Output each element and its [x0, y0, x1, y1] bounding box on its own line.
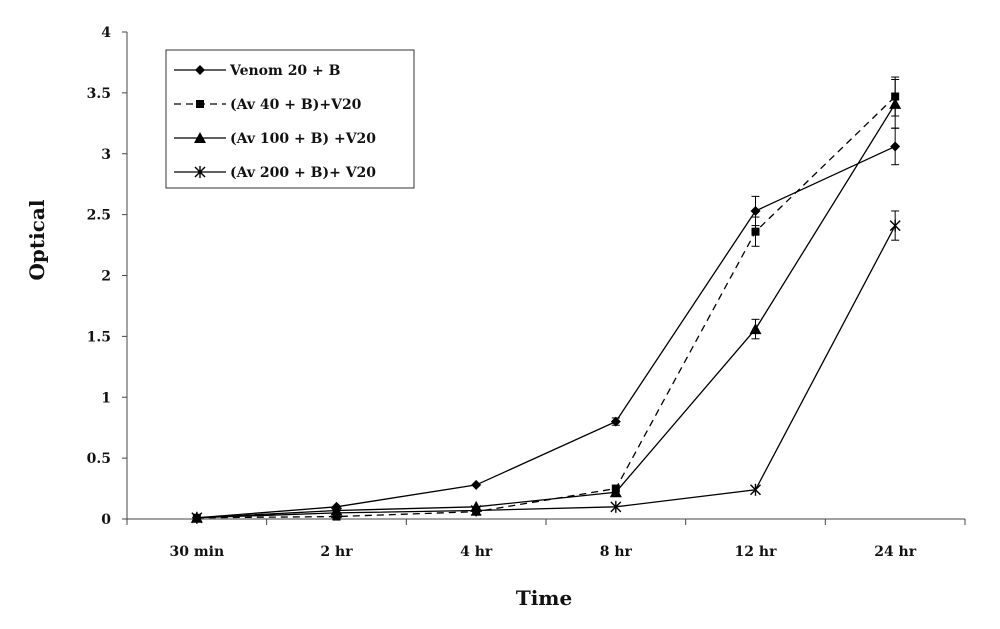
legend-marker	[194, 166, 206, 178]
legend: Venom 20 + B (Av 40 + B)+V20 (Av 100 + B) …	[165, 49, 415, 189]
x-tick-label: 4 hr	[460, 544, 493, 560]
data-point	[750, 205, 761, 216]
legend-marker	[194, 132, 206, 143]
data-point	[610, 416, 621, 427]
data-point	[471, 479, 482, 490]
legend-label: Venom 20 + B	[229, 63, 341, 79]
y-tick-label: 2	[101, 269, 111, 285]
legend-label: (Av 100 + B) +V20	[230, 131, 376, 147]
data-point	[890, 141, 901, 152]
y-tick-label: 1	[101, 390, 111, 406]
legend-label: (Av 40 + B)+V20	[230, 97, 362, 113]
x-tick-label: 12 hr	[735, 544, 778, 560]
data-point	[331, 506, 342, 519]
y-axis-title: Optical	[25, 199, 49, 280]
square-marker	[196, 100, 204, 108]
x-tick-label: 30 min	[169, 544, 224, 560]
y-tick-label: 1.5	[87, 329, 111, 345]
y-tick-label: 4	[101, 25, 111, 41]
triangle-marker	[889, 97, 902, 109]
data-point	[609, 486, 622, 498]
x-tick-label: 8 hr	[600, 544, 633, 560]
series-line	[196, 103, 896, 519]
data-point	[191, 511, 203, 524]
series-line	[196, 225, 896, 519]
triangle-marker	[749, 323, 762, 335]
legend-item: (Av 100 + B) +V20	[174, 131, 376, 147]
data-point	[889, 219, 901, 232]
y-tick-label: 3	[101, 147, 111, 163]
diamond-marker	[195, 65, 205, 75]
y-tick-label: 0.5	[87, 451, 111, 467]
legend-item: (Av 200 + B)+ V20	[174, 165, 376, 181]
legend-marker	[196, 100, 204, 108]
square-marker	[751, 227, 760, 236]
diamond-marker	[471, 479, 482, 490]
y-tick-label: 0	[101, 512, 111, 528]
x-axis-title: Time	[516, 586, 572, 610]
triangle-marker	[194, 132, 206, 143]
diamond-marker	[610, 416, 621, 427]
y-tick-label: 3.5	[87, 86, 111, 102]
data-point	[749, 323, 762, 335]
data-point	[751, 227, 760, 236]
legend-label: (Av 200 + B)+ V20	[230, 165, 376, 181]
series-4	[191, 210, 901, 524]
data-point	[470, 504, 482, 517]
legend-marker	[195, 65, 205, 75]
data-point	[610, 500, 622, 513]
triangle-marker	[609, 486, 622, 498]
diamond-marker	[750, 205, 761, 216]
diamond-marker	[890, 141, 901, 152]
legend-box	[165, 49, 415, 189]
data-point	[750, 483, 761, 496]
x-tick-label: 2 hr	[320, 544, 353, 560]
legend-item: (Av 40 + B)+V20	[174, 97, 362, 113]
series-line	[196, 145, 896, 519]
y-tick-label: 2.5	[87, 208, 111, 224]
legend-item: Venom 20 + B	[174, 63, 341, 79]
data-point	[889, 97, 902, 109]
x-tick-label: 24 hr	[874, 544, 917, 560]
